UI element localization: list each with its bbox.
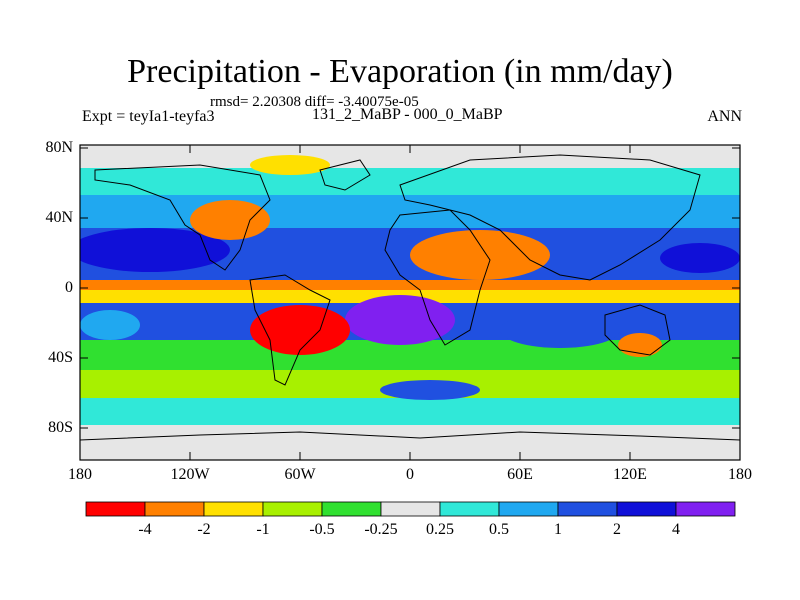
colorbar-swatch bbox=[616, 501, 677, 517]
colorbar-label: 2 bbox=[613, 521, 621, 538]
field-band-southern-ocean bbox=[80, 398, 740, 428]
coastlines bbox=[80, 154, 740, 441]
colorbar-swatch bbox=[85, 501, 146, 517]
colorbar-swatch bbox=[439, 501, 500, 517]
y-tick-label: 80N bbox=[45, 139, 73, 156]
colorbar-label: 4 bbox=[672, 521, 680, 538]
y-tick-label: 40S bbox=[48, 349, 73, 366]
coastline-greenland bbox=[319, 159, 371, 191]
y-tick-label: 80S bbox=[48, 419, 73, 436]
field-blob-satlantic bbox=[345, 295, 455, 345]
x-tick-label: 180 bbox=[68, 466, 92, 483]
plot-title: Precipitation - Evaporation (in mm/day) bbox=[127, 53, 673, 90]
colorbar-swatch bbox=[262, 501, 323, 517]
plot-subtitle: rmsd= 2.20308 diff= -3.40075e-05 bbox=[210, 94, 419, 110]
coastline-north-america bbox=[94, 164, 271, 271]
field-blob-sepacific bbox=[250, 305, 350, 355]
field-blob-namerica bbox=[190, 200, 270, 240]
coastline-antarctica bbox=[80, 431, 740, 441]
coastline-south-america bbox=[249, 274, 331, 386]
colorbar-label: -2 bbox=[197, 521, 211, 538]
x-tick-label: 0 bbox=[406, 466, 414, 483]
x-tick-label: 120E bbox=[613, 466, 647, 483]
colorbar-label: 1 bbox=[554, 521, 562, 538]
y-tick-label: 0 bbox=[65, 279, 73, 296]
colorbar-swatch bbox=[557, 501, 618, 517]
field-blob-southern bbox=[380, 380, 480, 400]
coastline-africa bbox=[384, 209, 491, 346]
experiment-label: Expt = teyIa1-teyfa3 bbox=[82, 108, 215, 125]
period-label: 131_2_MaBP - 000_0_MaBP bbox=[312, 106, 503, 123]
colorbar-label: -0.25 bbox=[364, 521, 398, 538]
field-blob-africa-asia bbox=[410, 230, 550, 280]
season-label: ANN bbox=[707, 108, 742, 125]
colorbar-label: 0.5 bbox=[489, 521, 509, 538]
colorbar-label: -4 bbox=[138, 521, 152, 538]
coastline-australia bbox=[604, 304, 671, 356]
colorbar-label: -0.5 bbox=[309, 521, 335, 538]
field-blob-scpacific bbox=[80, 310, 140, 340]
field-blob-arctic bbox=[250, 155, 330, 175]
x-tick-label: 60W bbox=[284, 466, 316, 483]
field-blob-npacific bbox=[80, 228, 230, 272]
colorbar-swatch bbox=[203, 501, 264, 517]
colorbar-swatch bbox=[321, 501, 382, 517]
x-tick-label: 180 bbox=[728, 466, 752, 483]
x-tick-label: 120W bbox=[170, 466, 210, 483]
colorbar-label: -1 bbox=[256, 521, 270, 538]
field-blob-indian bbox=[500, 312, 620, 348]
colorbar bbox=[85, 501, 736, 517]
colorbar-swatch bbox=[498, 501, 559, 517]
colorbar-label: 0.25 bbox=[426, 521, 454, 538]
colorbar-swatch bbox=[144, 501, 205, 517]
field-band-equator bbox=[80, 280, 740, 290]
y-tick-label: 40N bbox=[45, 209, 73, 226]
colorbar-swatch bbox=[380, 501, 441, 517]
x-tick-label: 60E bbox=[507, 466, 533, 483]
axis-ticks bbox=[80, 145, 740, 460]
field-blob-wpacific bbox=[660, 243, 740, 273]
colorbar-swatch bbox=[675, 501, 736, 517]
coastline-eurasia bbox=[399, 154, 701, 281]
